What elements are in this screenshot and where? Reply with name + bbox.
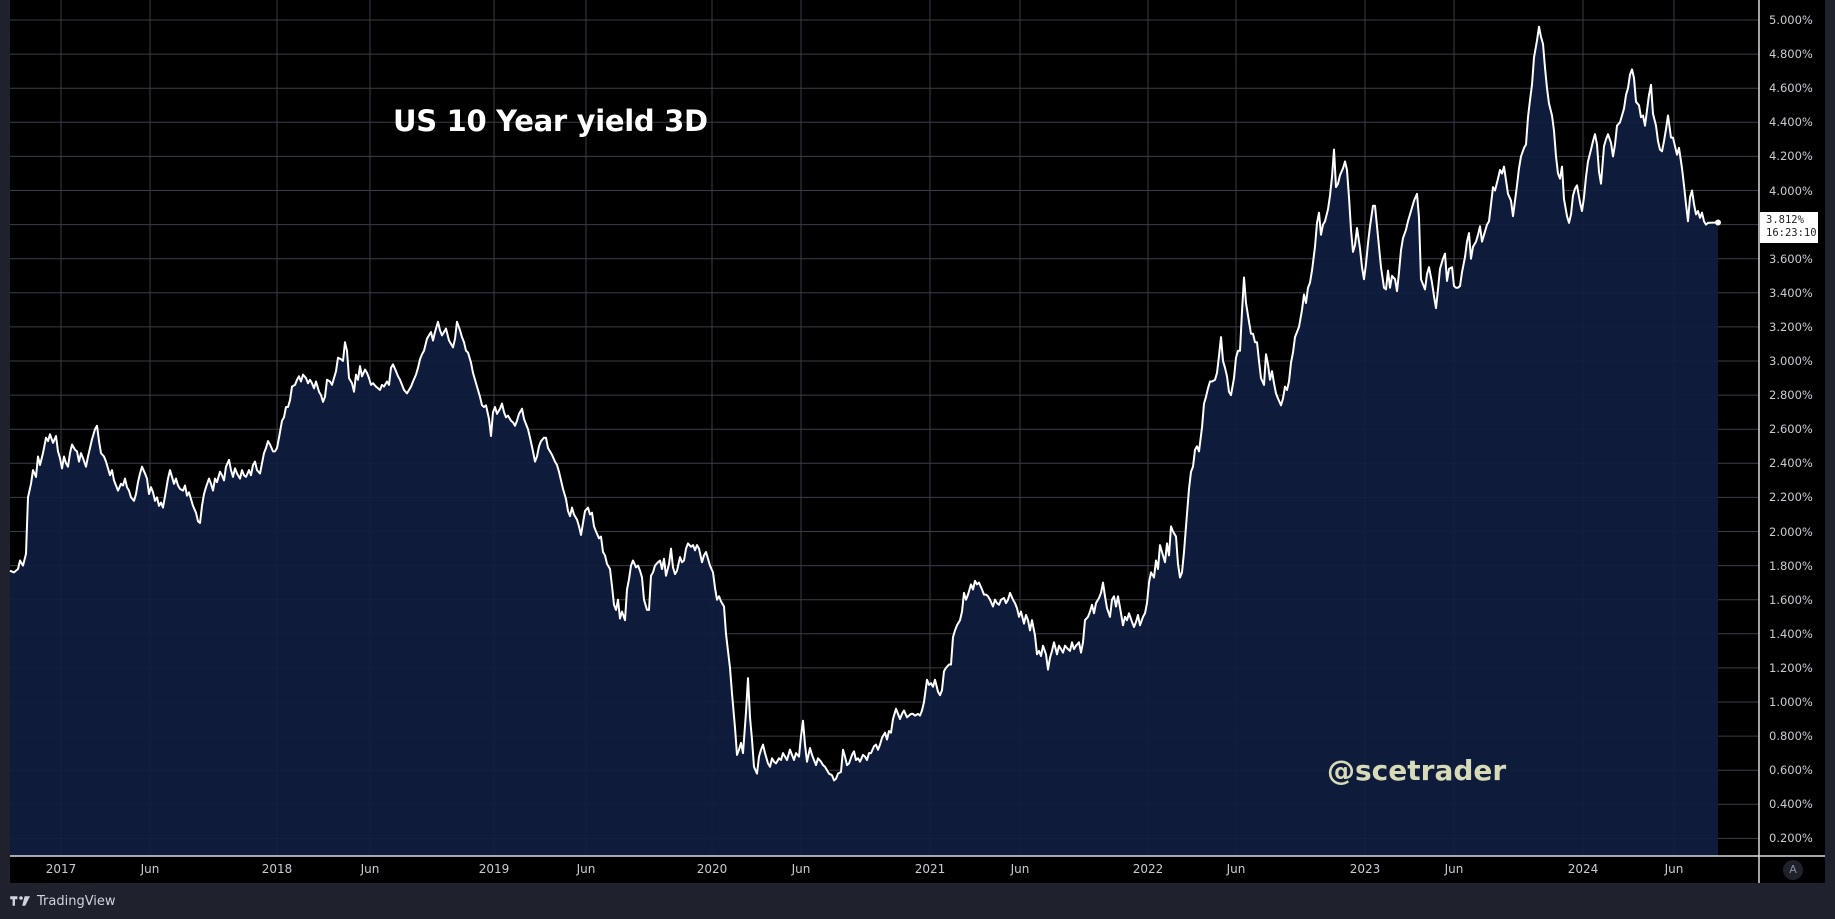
price-tick-label: 0.400% [1769,797,1813,812]
price-tick-label: 0.200% [1769,831,1813,846]
price-tick-label: 0.600% [1769,763,1813,778]
price-tick-label: 3.000% [1769,354,1813,368]
price-tick-label: 4.400% [1769,115,1813,130]
price-tick-label: 3.600% [1769,251,1813,266]
time-tick-label: 2018 [261,862,293,876]
time-tick-label: Jun [360,862,380,876]
time-tick-label: Jun [1664,862,1684,876]
time-tick-label: 2017 [45,862,77,876]
tradingview-logo-icon [10,896,30,906]
price-tick-label: 0.800% [1769,729,1813,744]
price-tick-label: 1.800% [1769,558,1813,573]
price-tick-label: 1.600% [1769,592,1813,607]
time-tick-label: 2020 [696,862,728,876]
time-tick-label: Jun [791,862,811,876]
auto-scale-button[interactable]: A [1783,860,1803,880]
price-tick-label: 4.200% [1769,149,1813,164]
time-tick-label: Jun [1444,862,1464,876]
tradingview-footer[interactable]: TradingView [10,891,116,911]
price-tick-label: 2.200% [1769,490,1813,505]
price-tick-label: 4.800% [1769,47,1813,62]
price-tick-label: 3.200% [1769,319,1813,334]
last-price-time: 16:23:10 [1766,227,1817,239]
price-tick-label: 2.000% [1769,524,1813,539]
time-tick-label: 2019 [478,862,510,876]
time-tick-label: 2024 [1567,862,1599,876]
price-tick-label: 2.600% [1769,422,1813,437]
price-tick-label: 2.400% [1769,456,1813,471]
price-tick-label: 2.800% [1769,388,1813,403]
yield-area-fill [10,26,1718,857]
time-tick-label: Jun [1226,862,1246,876]
last-price-label: 3.812% 16:23:10 [1760,212,1818,243]
time-tick-label: Jun [576,862,596,876]
time-tick-label: Jun [1010,862,1030,876]
tradingview-brand: TradingView [37,893,116,909]
last-price-value: 3.812% [1766,214,1804,226]
price-tick-label: 1.000% [1769,695,1813,709]
time-tick-label: 2022 [1132,862,1164,876]
watermark: @scetrader [1327,754,1507,787]
price-tick-label: 4.000% [1769,183,1813,198]
price-tick-label: 1.200% [1769,660,1813,675]
price-tick-label: 4.600% [1769,81,1813,96]
price-tick-label: 3.400% [1769,285,1813,300]
last-price-dot [1715,219,1721,226]
time-tick-label: 2023 [1349,862,1381,876]
chart-title: US 10 Year yield 3D [393,104,708,138]
time-tick-label: 2021 [914,862,946,876]
price-tick-label: 5.000% [1769,13,1813,27]
yield-line [9,25,1718,782]
price-tick-label: 1.400% [1769,626,1813,641]
time-tick-label: Jun [140,862,160,876]
